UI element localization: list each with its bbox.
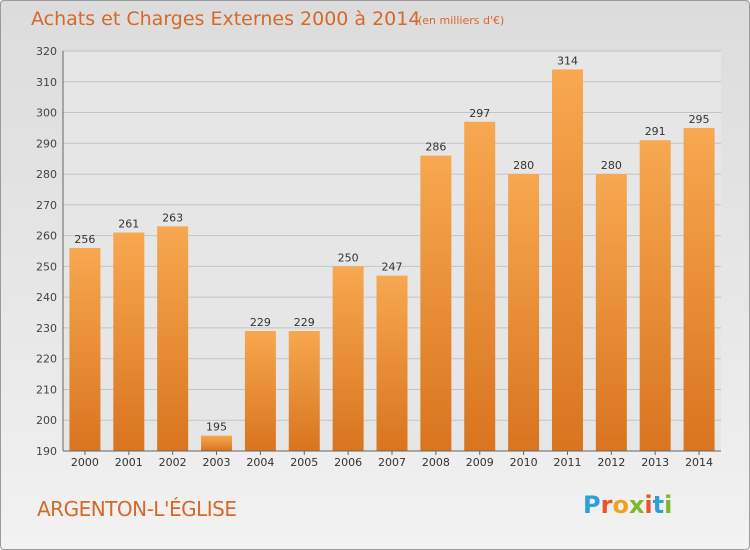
data-label-2006: 250 [338,251,359,264]
x-tick-label-2011: 2011 [553,456,581,469]
y-tick-label: 240 [36,291,57,304]
x-tick-label-2013: 2013 [641,456,669,469]
data-label-2001: 261 [118,218,139,231]
data-label-2014: 295 [689,113,710,126]
data-label-2004: 229 [250,316,271,329]
data-label-2002: 263 [162,211,183,224]
bar-2009 [464,121,496,452]
data-label-2009: 297 [469,107,490,120]
labels: 190 200 210 220 230 240 250 260 270 280 290 300 310 3… [36,45,713,469]
data-label-2011: 314 [557,54,578,67]
logo-letter: P [583,491,601,519]
x-tick-label-2000: 2000 [71,456,99,469]
y-tick-label: 300 [36,107,57,120]
y-tick-label: 270 [36,199,57,212]
chart-title: Achats et Charges Externes 2000 à 2014 [31,8,421,30]
logo-letter: t [652,491,665,519]
y-tick-label: 210 [36,383,57,396]
x-tick-label-2008: 2008 [422,456,450,469]
y-tick-label: 190 [36,445,57,458]
bar-2004 [244,331,276,451]
data-label-2008: 286 [425,141,446,154]
x-tick-label-2001: 2001 [115,456,143,469]
data-label-2000: 256 [74,233,95,246]
y-tick-label: 310 [36,76,57,89]
bar-2011 [551,69,583,451]
bar-2008 [420,155,452,451]
bar-2010 [508,174,540,452]
data-label-2013: 291 [645,125,666,138]
y-tick-label: 290 [36,137,57,150]
chart-unit: (en milliers d'€) [418,14,505,27]
bar-2014 [683,127,715,451]
y-tick-label: 280 [36,168,57,181]
data-label-2012: 280 [601,159,622,172]
y-tick-label: 200 [36,414,57,427]
x-tick-label-2002: 2002 [159,456,187,469]
y-tick-label: 220 [36,353,57,366]
bar-2001 [113,232,145,451]
y-tick-label: 250 [36,260,57,273]
bar-2013 [639,140,671,451]
data-label-2010: 280 [513,159,534,172]
axes [62,51,721,455]
city-name: ARGENTON-L'ÉGLISE [37,497,237,521]
x-tick-label-2004: 2004 [246,456,274,469]
data-label-2007: 247 [382,261,403,274]
y-tick-label: 260 [36,230,57,243]
x-tick-label-2006: 2006 [334,456,362,469]
x-tick-label-2012: 2012 [597,456,625,469]
data-label-2003: 195 [206,421,227,434]
bar-2000 [69,247,101,451]
x-tick-label-2003: 2003 [203,456,231,469]
logo-letter: x [628,491,645,519]
logo-letter: r [600,491,613,519]
bar-2003 [201,435,233,451]
bar-2007 [376,275,408,451]
x-tick-label-2007: 2007 [378,456,406,469]
bar-2005 [288,331,320,451]
x-tick-label-2010: 2010 [510,456,538,469]
logo-letter: i [664,491,673,519]
y-tick-label: 320 [36,45,57,58]
logo-letter: i [644,491,653,519]
bar-2002 [157,226,189,451]
x-tick-label-2009: 2009 [466,456,494,469]
bar-2012 [595,174,627,452]
logo-letter: o [612,491,629,519]
bar-2006 [332,266,364,451]
proxiti-logo: Proxiti [583,491,672,519]
bars [69,69,715,452]
data-label-2005: 229 [294,316,315,329]
x-tick-label-2014: 2014 [685,456,713,469]
y-tick-label: 230 [36,322,57,335]
x-tick-label-2005: 2005 [290,456,318,469]
